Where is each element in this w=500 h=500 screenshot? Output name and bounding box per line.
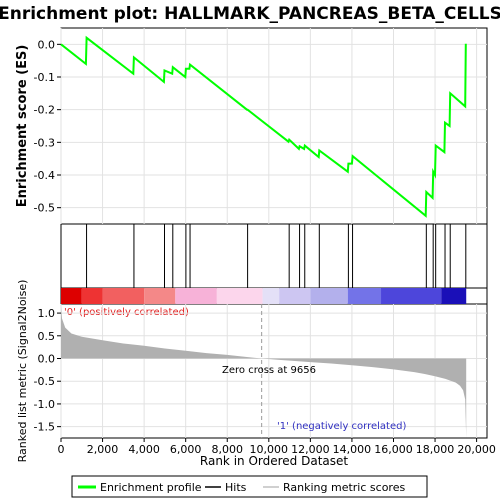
- legend-enrichment-profile-label: Enrichment profile: [100, 481, 202, 494]
- es-y-tick-label: -0.3: [34, 136, 55, 149]
- x-tick-label: 8,000: [211, 443, 243, 456]
- metric-y-axis: 1.0 0.5 0.0 -0.5 -1.0 -1.5: [34, 307, 61, 434]
- heatmap-segment: [279, 288, 311, 304]
- negative-correlation-label: '1' (negatively correlated): [277, 421, 406, 432]
- heatmap-segment: [61, 288, 82, 304]
- es-y-axis-label: Enrichment score (ES): [15, 45, 30, 208]
- x-tick-label: 2,000: [87, 443, 119, 456]
- es-y-tick-label: -0.5: [34, 202, 55, 215]
- ranking-heatmap: [61, 288, 467, 304]
- x-axis: 0 2,000 4,000 6,000 8,000 10,000 12,000 14,000 1…: [58, 438, 496, 456]
- heatmap-segment: [441, 288, 467, 304]
- heatmap-segment: [216, 288, 263, 304]
- x-tick-label: 16,000: [374, 443, 413, 456]
- heatmap-segment: [347, 288, 382, 304]
- x-tick-label: 6,000: [170, 443, 202, 456]
- positive-correlation-label: '0' (positively correlated): [64, 307, 189, 318]
- heatmap-segment: [310, 288, 348, 304]
- x-tick-label: 0: [58, 443, 65, 456]
- es-y-tick-label: 0.0: [38, 38, 56, 51]
- heatmap-segment: [175, 288, 217, 304]
- es-y-axis: 0.0 -0.1 -0.2 -0.3 -0.4 -0.5: [34, 38, 61, 215]
- legend-ranking-metric-label: Ranking metric scores: [283, 481, 405, 494]
- es-y-tick-label: -0.2: [34, 104, 55, 117]
- x-tick-label: 18,000: [416, 443, 455, 456]
- x-axis-label: Rank in Ordered Dataset: [200, 454, 348, 468]
- legend-box: [71, 475, 428, 498]
- heatmap-segment: [381, 288, 442, 304]
- enrichment-profile-line: [60, 35, 467, 218]
- zero-cross-annotation: Zero cross at 9656: [222, 365, 316, 376]
- metric-y-axis-label: Ranked list metric (Signal2Noise): [16, 280, 29, 463]
- x-tick-label: 14,000: [333, 443, 372, 456]
- metric-y-tick-label: 0.0: [38, 353, 56, 366]
- heatmap-segment: [144, 288, 176, 304]
- metric-y-tick-label: 1.0: [38, 307, 56, 320]
- heatmap-segment: [81, 288, 103, 304]
- x-tick-label: 4,000: [128, 443, 160, 456]
- metric-y-tick-label: -0.5: [34, 375, 55, 388]
- x-tick-label: 12,000: [291, 443, 330, 456]
- x-tick-label: 10,000: [250, 443, 289, 456]
- heatmap-segment: [102, 288, 145, 304]
- metric-y-tick-label: 0.5: [38, 330, 56, 343]
- es-y-tick-label: -0.4: [34, 169, 55, 182]
- legend-hits-label: Hits: [225, 481, 247, 494]
- metric-y-tick-label: -1.5: [34, 421, 55, 434]
- es-y-tick-label: -0.1: [34, 71, 55, 84]
- chart-title: Enrichment plot: HALLMARK_PANCREAS_BETA_…: [0, 4, 500, 24]
- x-tick-label: 20,000: [457, 443, 496, 456]
- hits-markers: [86, 224, 467, 288]
- metric-y-tick-label: -1.0: [34, 398, 55, 411]
- heatmap-segment: [262, 288, 280, 304]
